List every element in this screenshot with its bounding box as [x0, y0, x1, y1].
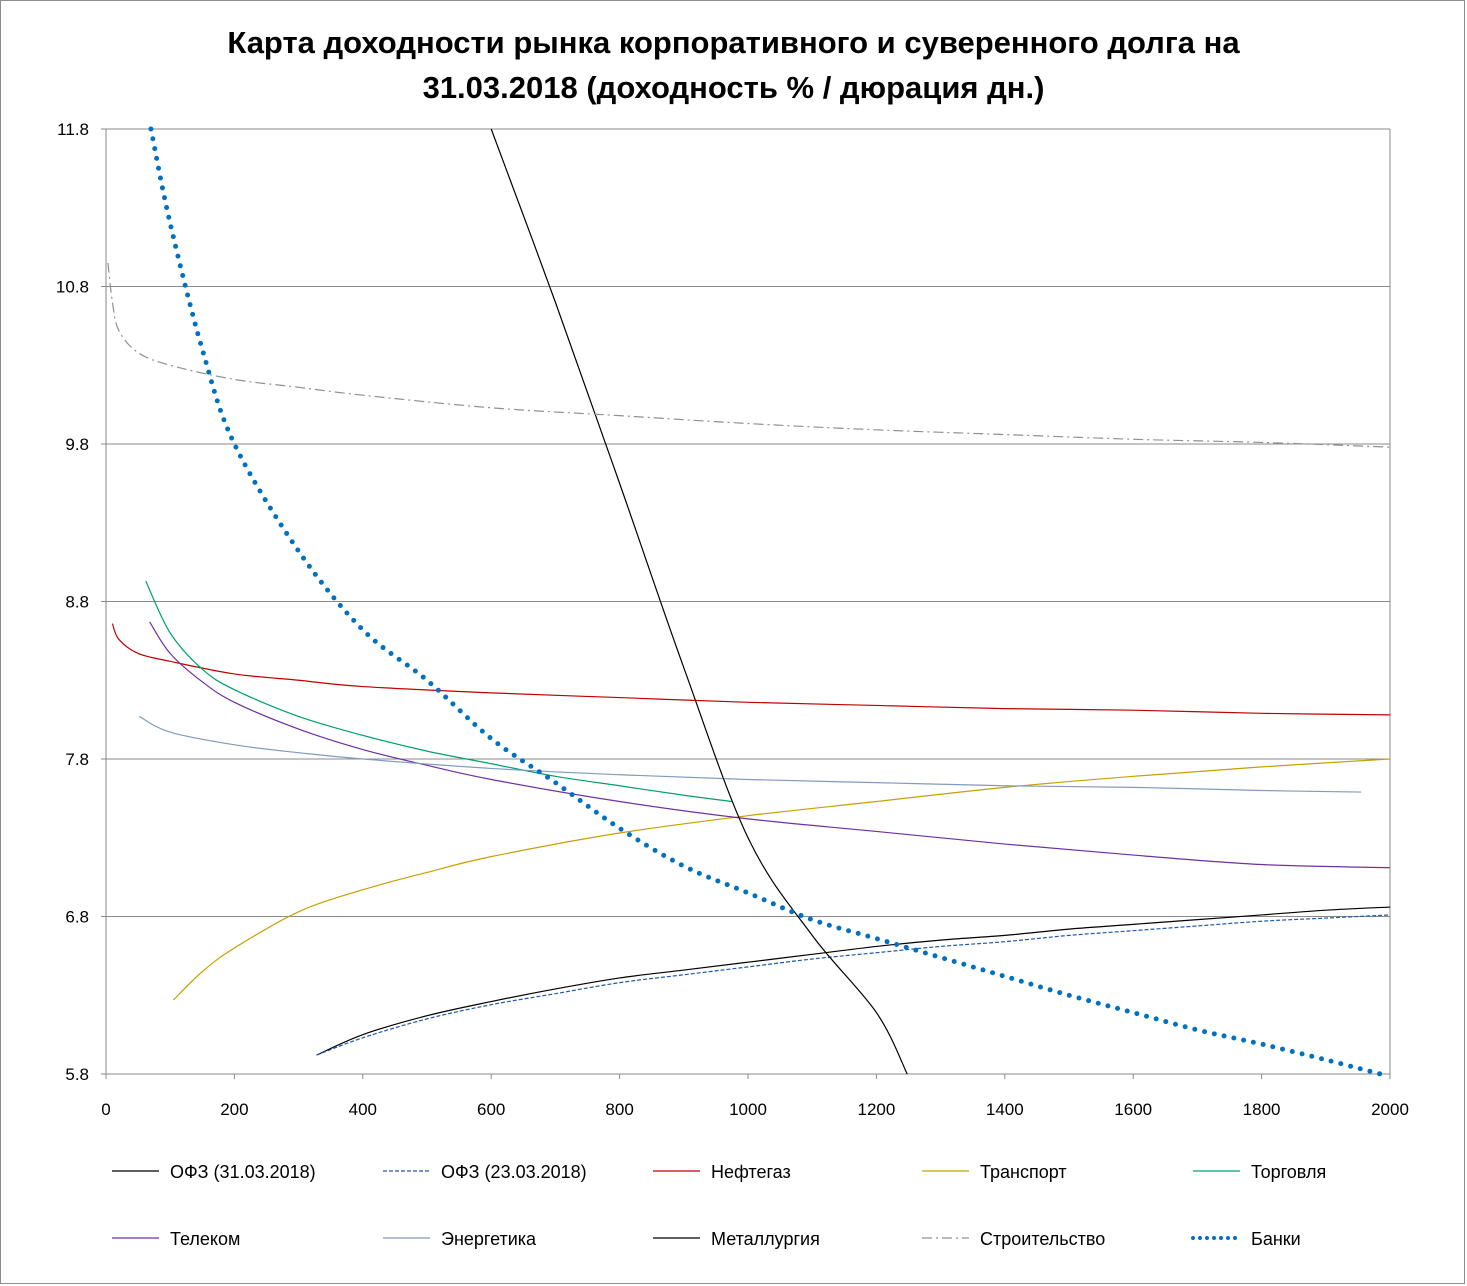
chart-title: Карта доходности рынка корпоративного и …	[0, 20, 1467, 110]
y-tick-label: 9.8	[65, 435, 89, 454]
legend-label-4: Торговля	[1251, 1162, 1326, 1182]
series-1-line	[316, 914, 1391, 1056]
x-tick-label: 0	[101, 1100, 110, 1119]
legend-label-0: ОФЗ (31.03.2018)	[170, 1162, 316, 1182]
y-tick-label: 10.8	[56, 278, 89, 297]
x-tick-label: 200	[220, 1100, 248, 1119]
legend-label-5: Телеком	[170, 1229, 240, 1249]
legend-label-7: Металлургия	[711, 1229, 820, 1249]
series-5-line	[149, 621, 1391, 869]
x-tick-label: 2000	[1371, 1100, 1409, 1119]
chart-title-line-2: 31.03.2018 (доходность % / дюрация дн.)	[422, 70, 1045, 105]
y-tick-label: 11.8	[57, 120, 89, 139]
series-0-line	[316, 906, 1391, 1056]
legend-label-2: Нефтегаз	[711, 1162, 791, 1182]
series-2-line	[111, 623, 1391, 716]
y-tick-label: 7.8	[65, 750, 89, 769]
series-7-line	[490, 128, 908, 1075]
x-tick-label: 800	[605, 1100, 633, 1119]
series-6-line	[139, 715, 1362, 793]
y-tick-label: 8.8	[65, 593, 89, 612]
legend-label-1: ОФЗ (23.03.2018)	[441, 1162, 587, 1182]
x-tick-label: 1000	[729, 1100, 767, 1119]
x-tick-label: 1800	[1243, 1100, 1281, 1119]
legend-label-6: Энергетика	[441, 1229, 537, 1249]
series-9-line	[148, 126, 1383, 1077]
legend-label-9: Банки	[1251, 1229, 1301, 1249]
x-tick-label: 1600	[1114, 1100, 1152, 1119]
y-tick-label: 6.8	[65, 908, 89, 927]
x-tick-label: 600	[477, 1100, 505, 1119]
legend-label-3: Транспорт	[980, 1162, 1067, 1182]
x-tick-label: 1200	[857, 1100, 895, 1119]
chart-title-line-1: Карта доходности рынка корпоративного и …	[227, 25, 1240, 60]
series-8-line	[107, 262, 1391, 448]
legend-label-8: Строительство	[980, 1229, 1105, 1249]
series-4-line	[145, 580, 733, 803]
x-tick-label: 1400	[986, 1100, 1024, 1119]
series-3-line	[172, 758, 1391, 1001]
x-tick-label: 400	[349, 1100, 377, 1119]
y-tick-label: 5.8	[65, 1065, 89, 1084]
